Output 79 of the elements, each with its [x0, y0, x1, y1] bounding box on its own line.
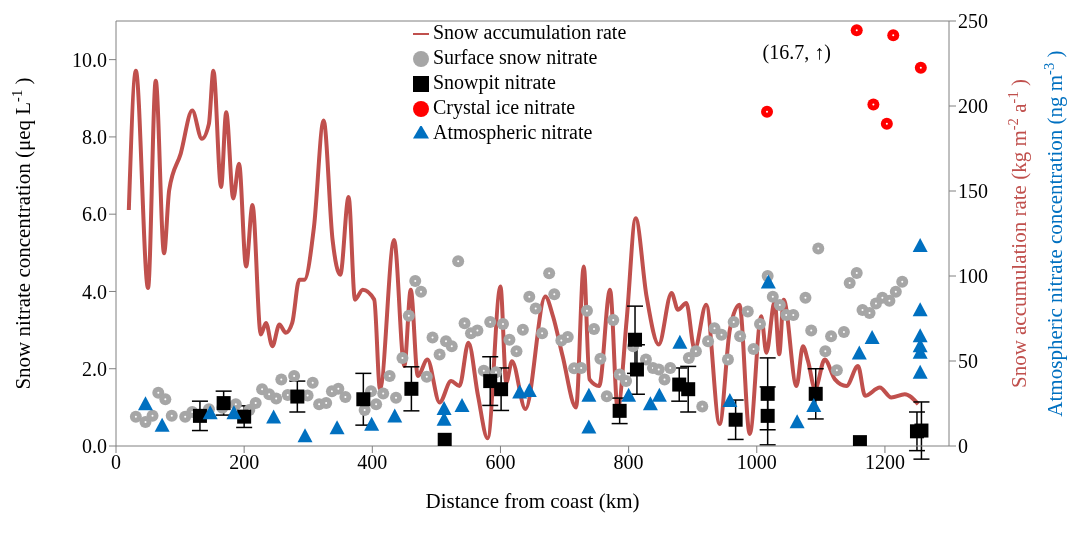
point	[237, 409, 252, 424]
x-tick-label: 600	[485, 451, 516, 474]
point	[628, 332, 643, 347]
point	[437, 432, 452, 446]
point	[642, 396, 658, 411]
x-tick-label: 200	[229, 451, 260, 474]
point	[681, 382, 696, 397]
y2-tick-label: 250	[958, 10, 988, 33]
point	[806, 397, 822, 412]
point	[612, 403, 627, 418]
legend-label: Atmospheric nitrate	[433, 121, 593, 143]
legend-label: Surface snow nitrate	[433, 46, 598, 68]
point	[760, 274, 776, 289]
point	[404, 381, 419, 396]
point	[436, 401, 452, 416]
x-tick-label: 1200	[864, 451, 905, 474]
point	[454, 397, 470, 412]
point	[137, 396, 153, 411]
y2-tick-label: 150	[958, 180, 988, 203]
y2-tick-label: 0	[958, 435, 968, 458]
legend-label: Crystal ice nitrate	[433, 96, 576, 118]
point	[912, 237, 928, 252]
point	[760, 386, 775, 401]
point	[226, 405, 242, 420]
point	[581, 419, 597, 434]
point	[912, 328, 928, 343]
point	[629, 362, 644, 377]
point	[621, 387, 637, 402]
y-tick-label: 10.0	[72, 48, 107, 71]
point	[760, 408, 775, 423]
point	[914, 61, 927, 74]
point	[581, 387, 597, 402]
legend-label: Snow accumulation rate	[433, 21, 627, 43]
point	[672, 334, 688, 349]
point	[202, 405, 218, 420]
x-tick-label: 0	[111, 451, 121, 474]
y2-tick-label: 200	[958, 95, 988, 118]
x-tick-label: 1000	[736, 451, 777, 474]
point	[850, 24, 863, 37]
point	[912, 364, 928, 379]
point	[651, 387, 667, 402]
y-tick-label: 4.0	[82, 280, 107, 303]
y-tick-label: 0.0	[82, 435, 107, 458]
point	[851, 345, 867, 360]
point	[887, 29, 900, 42]
y-tick-label: 8.0	[82, 126, 107, 149]
point	[483, 374, 498, 389]
y2-tick-label: 50	[958, 350, 978, 373]
point	[154, 417, 170, 432]
point	[356, 392, 371, 407]
point	[192, 408, 207, 423]
point	[864, 329, 880, 344]
point	[880, 117, 893, 130]
point	[329, 420, 345, 435]
x-tick-label: 800	[613, 451, 644, 474]
point	[789, 414, 805, 429]
point	[914, 423, 929, 438]
line-series	[126, 68, 921, 441]
point	[297, 428, 313, 443]
point	[512, 384, 528, 399]
point	[216, 396, 231, 411]
point	[364, 416, 380, 431]
point	[728, 412, 743, 427]
x-tick-label: 400	[357, 451, 388, 474]
point	[912, 302, 928, 317]
point	[266, 409, 282, 424]
annotation: (16.7, ↑)	[762, 41, 831, 65]
y-tick-label: 6.0	[82, 203, 107, 226]
y-tick-label: 2.0	[82, 357, 107, 380]
point	[722, 392, 738, 407]
point	[387, 408, 403, 423]
point	[808, 386, 823, 401]
point	[761, 105, 774, 118]
x-axis-title: Distance from coast (km)	[425, 489, 640, 513]
point	[290, 389, 305, 404]
point	[494, 382, 509, 397]
point	[867, 98, 880, 111]
y2-tick-label: 100	[958, 265, 988, 288]
legend-label: Snowpit nitrate	[433, 71, 556, 93]
